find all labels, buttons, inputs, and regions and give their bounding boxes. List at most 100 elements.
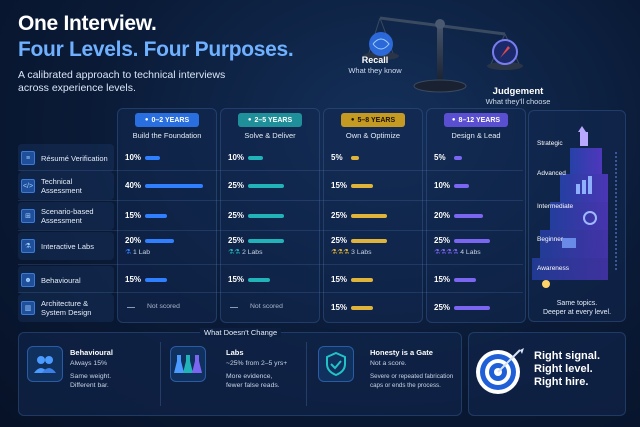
level-focus-4: Design & Lead [451,131,501,140]
row-label-text: Résumé Verification [41,153,108,163]
constant-labs-line3: fewer false reads. [226,382,280,389]
row-label-text: Interactive Labs [41,241,94,251]
lab-count: 2 Labs [242,249,263,256]
page-subtitle: A calibrated approach to technical inter… [18,69,226,94]
weight-value: 25% [228,236,245,245]
weight-bar [454,214,483,218]
weight-value: 5% [434,153,446,162]
tagline-2: Right level. [534,363,593,375]
weight-bar [248,214,285,218]
lab-count: 3 Labs [351,249,372,256]
tagline-3: Right hire. [534,376,589,388]
weight-bar [145,239,174,243]
level-years-text: 0–2 YEARS [151,116,190,124]
constant-behavioural-line1: Always 15% [70,360,108,367]
weight-bar [454,306,491,310]
lab-count: 1 Lab [132,249,150,256]
level-focus-2: Solve & Deliver [244,131,296,140]
person-icon: ● [350,117,355,123]
weight-value: 10% [434,181,451,190]
page-title-line1: One Interview. [18,12,157,35]
pyramid-caption-2: Deeper at every level. [542,309,612,316]
weight-bar [454,184,469,188]
lab-count: 4 Labs [460,249,481,256]
weight-value: 25% [434,236,451,245]
row-label-text: Technical Assessment [41,177,82,195]
flask-icon: ⚗ [21,239,35,253]
judgement-sub: What they'll choose [485,97,551,106]
weight-bar [145,184,203,188]
row-label-1: ≡ Résumé Verification [18,144,114,172]
weight-value: 15% [331,275,348,284]
weight-value: 15% [125,275,142,284]
tagline-1: Right signal. [534,350,600,362]
not-scored-text: Not scored [147,303,180,310]
constant-honesty-line2: Severe or repeated fabrication [370,373,454,380]
person-icon: ● [247,117,252,123]
pyramid-stairs-icon [532,126,617,288]
weight-value: 25% [228,181,245,190]
weight-value: 25% [331,236,348,245]
weight-value: 10% [125,153,142,162]
level-column-1 [117,108,217,323]
constants-panel [18,332,462,416]
row-label-5: ☻ Behavioural [18,266,114,294]
page-title-line2: Four Levels. Four Purposes. [18,38,294,61]
level-years-badge-4: ● 8–12 YEARS [444,113,508,127]
row-label-text: Architecture & System Design [41,299,92,317]
judgement-label: Judgement [492,86,544,97]
weight-bar [351,278,373,282]
weight-value: 5% [331,153,343,162]
constant-labs-line2: More evidence, [226,373,273,380]
code-icon: </> [21,179,35,193]
weight-bar [145,156,160,160]
constants-title: What Doesn't Change [200,328,282,337]
weight-value: 25% [228,211,245,220]
weight-bar [454,239,491,243]
not-scored-text: Not scored [250,303,283,310]
people-icon: ☻ [21,273,35,287]
level-years-badge-1: ● 0–2 YEARS [135,113,199,127]
person-icon: ● [144,117,149,123]
pyramid-level-2: Advanced [537,170,566,177]
person-icon: ● [451,117,456,123]
level-focus-1: Build the Foundation [132,131,202,140]
weight-value: 25% [331,211,348,220]
weight-bar [351,214,388,218]
flowchart-icon: ⊞ [21,209,35,223]
level-focus-3: Own & Optimize [345,131,401,140]
row-label-2: </> Technical Assessment [18,172,114,200]
weight-value: 15% [331,303,348,312]
weight-bar [454,156,462,160]
flasks-icon [170,346,206,382]
weight-bar [145,214,167,218]
pyramid-caption-1: Same topics. [556,300,598,307]
balance-scale-icon [363,16,523,93]
not-scored-dash [127,307,135,308]
weight-value: 15% [434,275,451,284]
constant-behavioural-head: Behavioural [70,348,113,357]
constant-labs-head: Labs [226,348,244,357]
weight-value: 40% [125,181,142,190]
row-label-3: ⊞ Scenario-based Assessment [18,202,114,230]
level-years-badge-2: ● 2–5 YEARS [238,113,302,127]
document-icon: ≡ [21,151,35,165]
pyramid-level-1: Strategic [537,140,563,147]
pyramid-level-3: Intermediate [537,203,574,210]
constant-honesty-line3: caps or ends the process. [370,382,441,389]
row-label-text: Scenario-based Assessment [41,207,94,225]
level-years-text: 5–8 YEARS [357,116,396,124]
flask-icon: ⚗⚗⚗⚗ [434,249,461,256]
flask-icon: ⚗⚗ [228,249,243,256]
row-label-4: ⚗ Interactive Labs [18,232,114,260]
weight-value: 20% [434,211,451,220]
weight-bar [351,239,388,243]
weight-value: 10% [228,153,245,162]
level-years-text: 2–5 YEARS [254,116,293,124]
weight-value: 15% [228,275,245,284]
recall-label: Recall [361,55,389,65]
level-years-text: 8–12 YEARS [458,116,501,124]
weight-bar [248,184,285,188]
weight-bar [351,184,373,188]
row-label-text: Behavioural [41,275,81,285]
